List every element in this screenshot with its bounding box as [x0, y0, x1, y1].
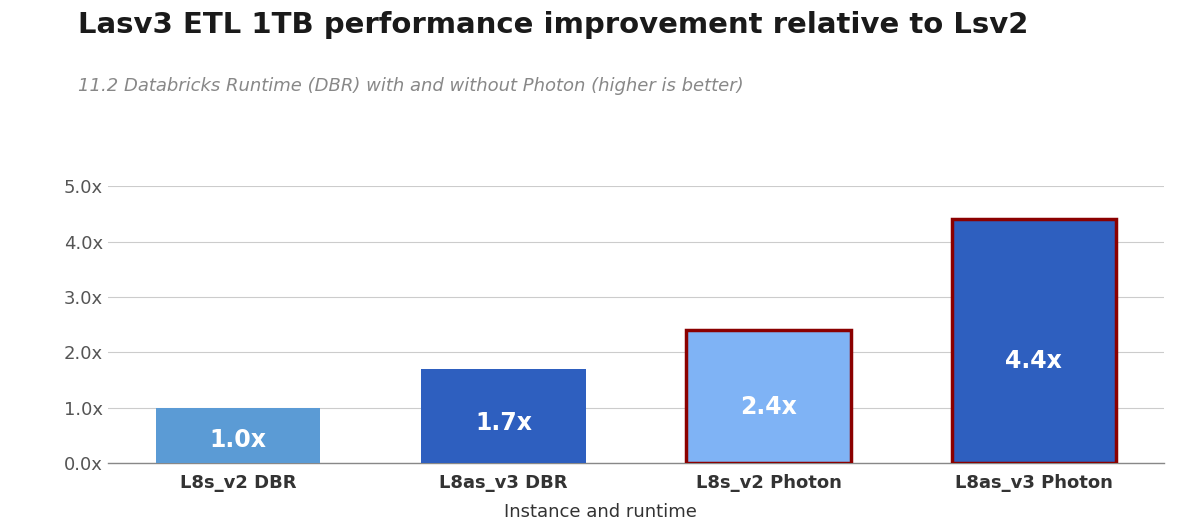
Text: 1.0x: 1.0x: [210, 428, 266, 452]
Text: 1.7x: 1.7x: [475, 411, 532, 435]
Text: 11.2 Databricks Runtime (DBR) with and without Photon (higher is better): 11.2 Databricks Runtime (DBR) with and w…: [78, 77, 744, 95]
Text: 2.4x: 2.4x: [740, 395, 797, 419]
Bar: [952, 219, 1116, 463]
Bar: [156, 408, 320, 463]
Text: 4.4x: 4.4x: [1006, 348, 1062, 372]
Bar: [421, 369, 586, 463]
Text: Instance and runtime: Instance and runtime: [504, 503, 696, 521]
Text: Lasv3 ETL 1TB performance improvement relative to Lsv2: Lasv3 ETL 1TB performance improvement re…: [78, 11, 1028, 39]
Bar: [686, 330, 851, 463]
